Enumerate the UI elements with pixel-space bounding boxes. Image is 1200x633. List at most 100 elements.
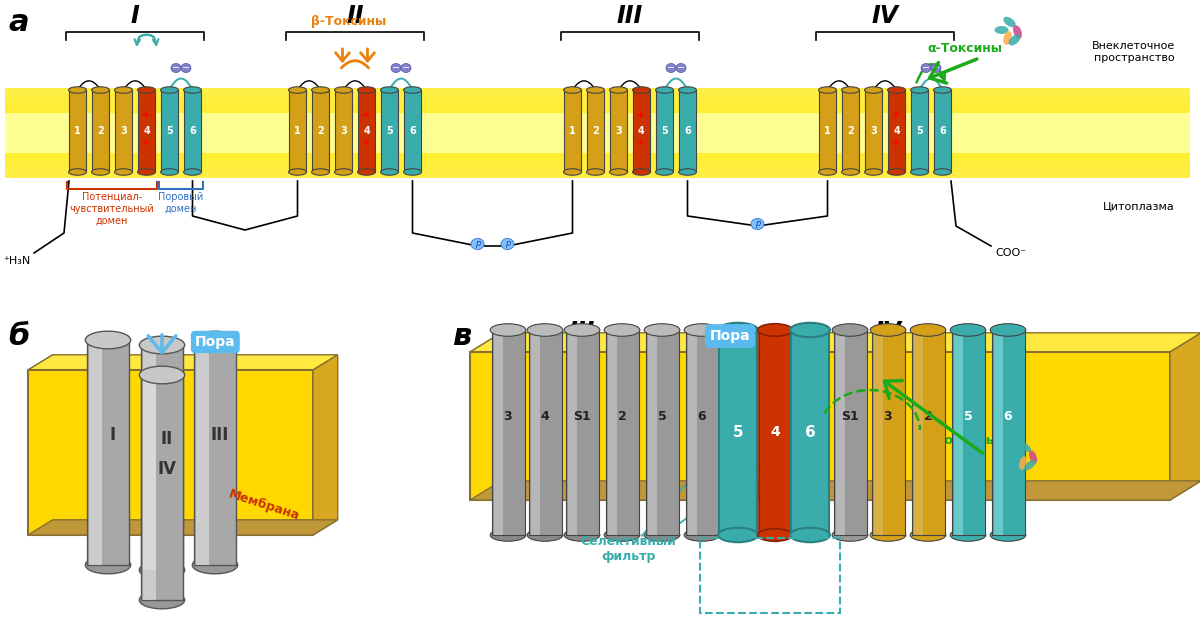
Bar	[312, 90, 329, 172]
Text: 5: 5	[964, 410, 972, 423]
Bar	[646, 330, 678, 535]
Bar	[607, 330, 618, 535]
Text: −: −	[677, 63, 685, 73]
Text: Цитоплазма: Цитоплазма	[1103, 201, 1175, 211]
Bar	[5, 118, 1190, 121]
Ellipse shape	[192, 556, 238, 574]
Bar	[88, 340, 130, 565]
Bar	[587, 90, 604, 172]
Ellipse shape	[587, 169, 605, 175]
Text: 4: 4	[143, 126, 150, 136]
Bar	[818, 90, 836, 172]
Ellipse shape	[1003, 17, 1015, 27]
Ellipse shape	[161, 87, 179, 93]
Ellipse shape	[644, 323, 680, 336]
Bar	[194, 340, 236, 565]
Ellipse shape	[790, 323, 830, 337]
Text: β-Токсины: β-Токсины	[311, 15, 386, 28]
Bar	[5, 112, 1190, 115]
Bar	[719, 330, 757, 535]
Ellipse shape	[358, 169, 376, 175]
Bar	[335, 90, 352, 172]
Polygon shape	[28, 355, 53, 535]
Polygon shape	[470, 481, 1200, 500]
Polygon shape	[470, 333, 502, 500]
Bar	[991, 330, 1025, 535]
Text: а: а	[8, 8, 29, 37]
Ellipse shape	[990, 323, 1026, 336]
Bar	[5, 113, 1190, 153]
Text: 6: 6	[409, 126, 416, 136]
Ellipse shape	[950, 529, 986, 541]
Polygon shape	[1170, 333, 1200, 500]
Ellipse shape	[818, 87, 836, 93]
Bar	[685, 330, 719, 535]
Text: I: I	[131, 4, 139, 28]
Ellipse shape	[335, 169, 353, 175]
Ellipse shape	[403, 169, 421, 175]
Ellipse shape	[181, 63, 191, 73]
Text: 1: 1	[294, 126, 301, 136]
Bar	[994, 330, 1003, 535]
Bar	[5, 133, 1190, 136]
Ellipse shape	[1028, 450, 1037, 464]
Ellipse shape	[288, 169, 306, 175]
Ellipse shape	[288, 87, 306, 93]
Text: S1: S1	[841, 410, 859, 423]
Bar	[470, 352, 1170, 500]
Ellipse shape	[527, 529, 563, 541]
Text: II: II	[161, 430, 173, 449]
Bar	[5, 166, 1190, 169]
Ellipse shape	[995, 26, 1008, 34]
Ellipse shape	[655, 169, 673, 175]
Ellipse shape	[931, 63, 941, 73]
Ellipse shape	[401, 63, 410, 73]
Text: Мембрана: Мембрана	[227, 488, 301, 523]
Bar	[954, 330, 964, 535]
Bar	[5, 106, 1190, 109]
Bar	[5, 103, 1190, 106]
Ellipse shape	[68, 169, 86, 175]
Text: −: −	[932, 63, 940, 73]
Ellipse shape	[380, 87, 398, 93]
Text: α-Токсины: α-Токсины	[928, 42, 1002, 54]
Text: в: в	[452, 322, 472, 351]
Ellipse shape	[490, 323, 526, 336]
Ellipse shape	[888, 169, 906, 175]
Bar	[568, 330, 577, 535]
Bar	[791, 330, 829, 535]
Text: Потенциал-
чувствительный
домен: Потенциал- чувствительный домен	[70, 192, 155, 225]
Ellipse shape	[757, 529, 792, 541]
Bar	[5, 148, 1190, 151]
Text: 5: 5	[916, 126, 923, 136]
Text: Поровый
домен: Поровый домен	[158, 192, 204, 213]
Ellipse shape	[888, 87, 906, 93]
Text: 4: 4	[541, 410, 550, 423]
Ellipse shape	[139, 591, 185, 609]
Ellipse shape	[678, 87, 696, 93]
Ellipse shape	[684, 529, 720, 541]
Bar	[92, 90, 109, 172]
Bar	[911, 90, 928, 172]
FancyArrowPatch shape	[148, 335, 176, 353]
Bar	[912, 330, 944, 535]
Ellipse shape	[610, 87, 628, 93]
Text: III: III	[617, 4, 643, 28]
Text: −: −	[402, 63, 410, 73]
Polygon shape	[28, 355, 337, 370]
Text: 4: 4	[638, 126, 644, 136]
Ellipse shape	[864, 87, 882, 93]
FancyArrowPatch shape	[360, 49, 374, 61]
Text: −: −	[172, 63, 180, 73]
Text: 3: 3	[120, 126, 127, 136]
Text: 6: 6	[940, 126, 946, 136]
Text: +: +	[893, 110, 900, 120]
Text: 4: 4	[364, 126, 370, 136]
Ellipse shape	[841, 87, 859, 93]
Text: 4: 4	[893, 126, 900, 136]
Text: 2: 2	[924, 410, 932, 423]
Text: −: −	[922, 63, 930, 73]
Ellipse shape	[470, 239, 484, 249]
Bar	[161, 90, 178, 172]
Bar	[5, 160, 1190, 163]
